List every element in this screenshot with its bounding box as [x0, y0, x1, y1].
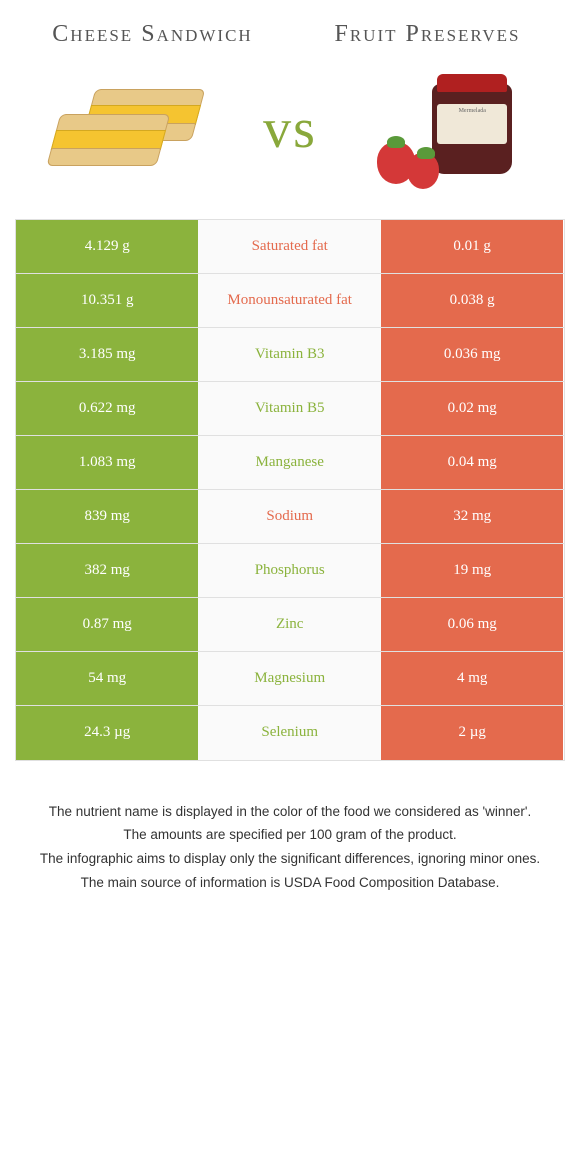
right-value: 2 µg	[381, 706, 563, 760]
table-row: 0.87 mgZinc0.06 mg	[16, 598, 564, 652]
vs-label: vs	[263, 97, 317, 161]
table-row: 3.185 mgVitamin B30.036 mg	[16, 328, 564, 382]
left-value: 1.083 mg	[16, 436, 198, 489]
header: Cheese Sandwich Fruit Preserves	[15, 20, 565, 49]
nutrient-label: Phosphorus	[198, 544, 380, 597]
right-value: 0.01 g	[381, 220, 563, 273]
nutrient-label: Saturated fat	[198, 220, 380, 273]
footer-line: The nutrient name is displayed in the co…	[35, 801, 545, 823]
fruit-preserves-illustration: Mermelada	[362, 69, 542, 189]
right-value: 19 mg	[381, 544, 563, 597]
footer-line: The main source of information is USDA F…	[35, 872, 545, 894]
left-value: 0.87 mg	[16, 598, 198, 651]
table-row: 24.3 µgSelenium2 µg	[16, 706, 564, 760]
right-value: 0.038 g	[381, 274, 563, 327]
table-row: 1.083 mgManganese0.04 mg	[16, 436, 564, 490]
footer-line: The amounts are specified per 100 gram o…	[35, 824, 545, 846]
right-value: 0.06 mg	[381, 598, 563, 651]
left-value: 54 mg	[16, 652, 198, 705]
left-value: 0.622 mg	[16, 382, 198, 435]
nutrient-table: 4.129 gSaturated fat0.01 g10.351 gMonoun…	[15, 219, 565, 761]
nutrient-label: Vitamin B3	[198, 328, 380, 381]
right-value: 4 mg	[381, 652, 563, 705]
nutrient-label: Monounsaturated fat	[198, 274, 380, 327]
right-value: 32 mg	[381, 490, 563, 543]
infographic-container: Cheese Sandwich Fruit Preserves vs Merme…	[0, 0, 580, 945]
table-row: 839 mgSodium32 mg	[16, 490, 564, 544]
right-value: 0.036 mg	[381, 328, 563, 381]
left-value: 839 mg	[16, 490, 198, 543]
right-food-title: Fruit Preserves	[304, 20, 552, 49]
nutrient-label: Manganese	[198, 436, 380, 489]
left-value: 3.185 mg	[16, 328, 198, 381]
left-value: 24.3 µg	[16, 706, 198, 760]
footer-line: The infographic aims to display only the…	[35, 848, 545, 870]
table-row: 10.351 gMonounsaturated fat0.038 g	[16, 274, 564, 328]
nutrient-label: Magnesium	[198, 652, 380, 705]
nutrient-label: Vitamin B5	[198, 382, 380, 435]
right-value: 0.02 mg	[381, 382, 563, 435]
images-row: vs Mermelada	[15, 69, 565, 189]
nutrient-label: Selenium	[198, 706, 380, 760]
right-value: 0.04 mg	[381, 436, 563, 489]
left-value: 4.129 g	[16, 220, 198, 273]
table-row: 4.129 gSaturated fat0.01 g	[16, 220, 564, 274]
left-value: 382 mg	[16, 544, 198, 597]
footer-notes: The nutrient name is displayed in the co…	[15, 801, 565, 925]
table-row: 54 mgMagnesium4 mg	[16, 652, 564, 706]
table-row: 0.622 mgVitamin B50.02 mg	[16, 382, 564, 436]
table-row: 382 mgPhosphorus19 mg	[16, 544, 564, 598]
cheese-sandwich-illustration	[38, 69, 218, 189]
left-value: 10.351 g	[16, 274, 198, 327]
left-food-title: Cheese Sandwich	[29, 20, 277, 49]
nutrient-label: Zinc	[198, 598, 380, 651]
nutrient-label: Sodium	[198, 490, 380, 543]
